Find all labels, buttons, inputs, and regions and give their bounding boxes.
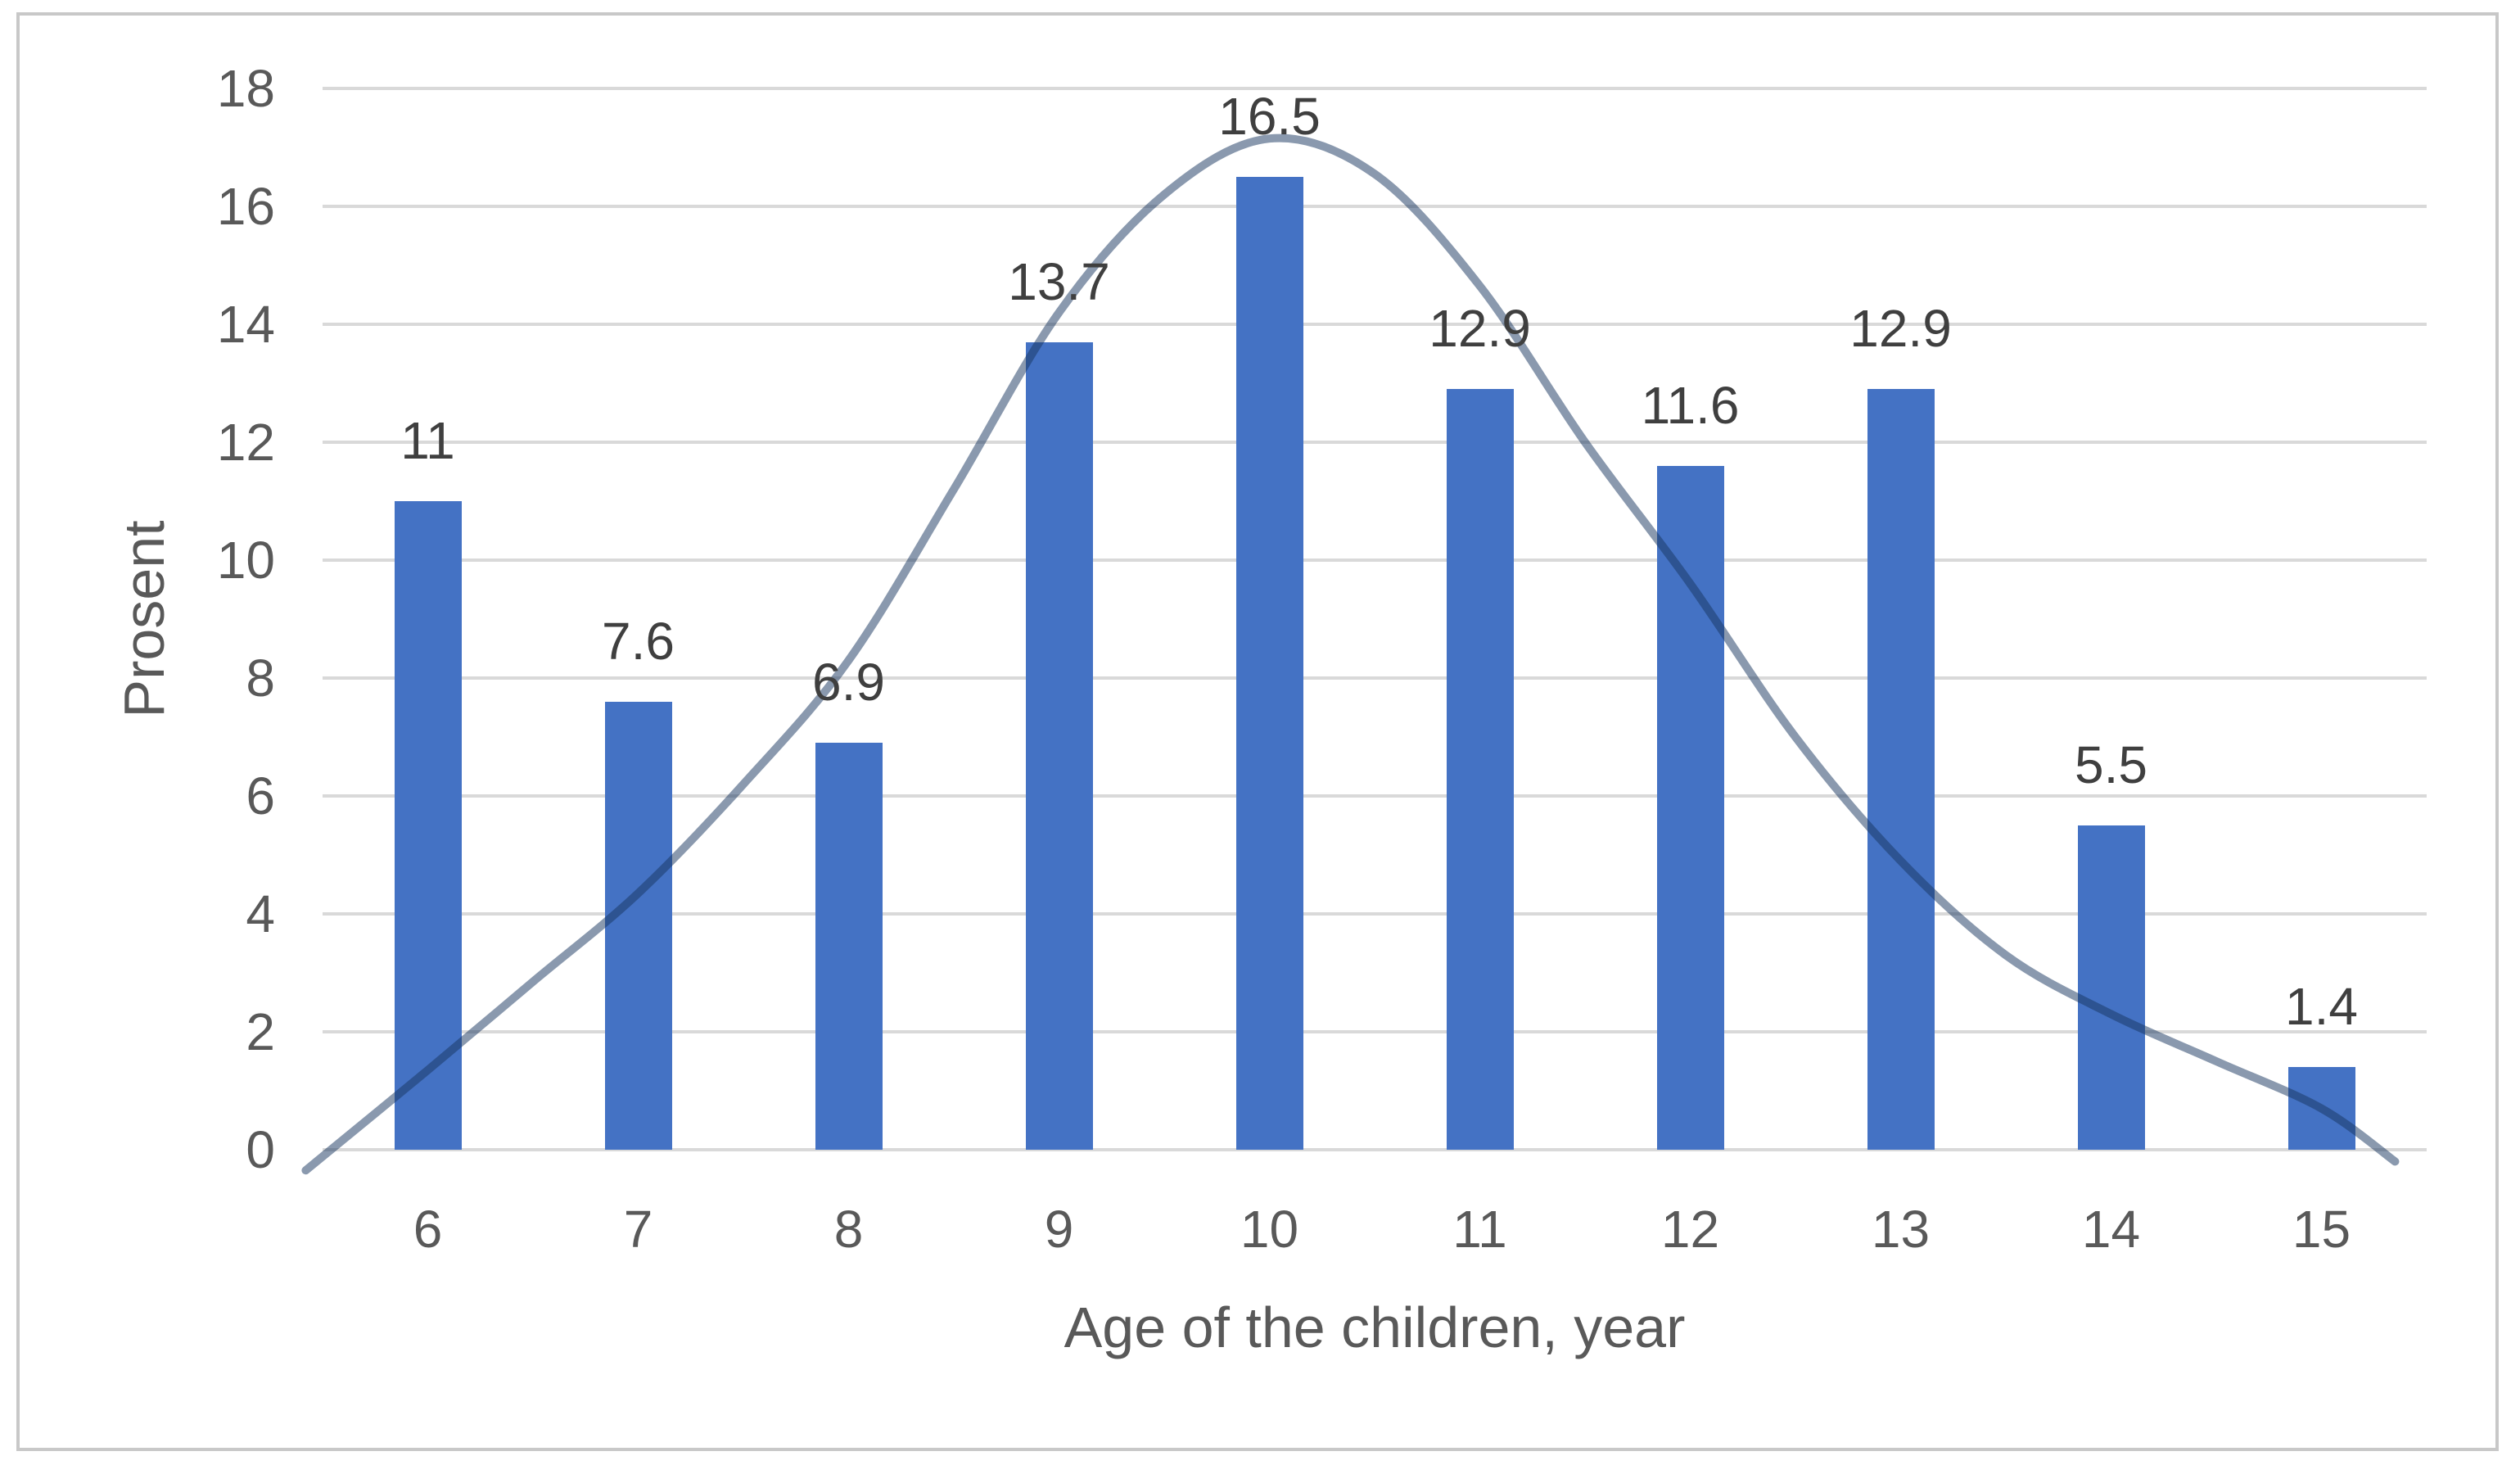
y-tick-label: 18 (216, 59, 275, 118)
x-tick-label: 8 (833, 1200, 864, 1259)
x-tick-label: 15 (2292, 1200, 2351, 1259)
bar (1446, 389, 1514, 1150)
bar-data-label: 12.9 (1429, 299, 1531, 359)
gridline (323, 676, 2427, 680)
gridline (323, 794, 2427, 798)
bar (1235, 177, 1303, 1150)
y-tick-label: 4 (246, 884, 275, 943)
bar (604, 701, 672, 1150)
bar-data-label: 16.5 (1218, 87, 1321, 146)
bar-data-label: 13.7 (1008, 251, 1110, 311)
bar (815, 743, 883, 1150)
gridline (323, 323, 2427, 326)
x-tick-label: 6 (413, 1200, 443, 1259)
x-tick-label: 9 (1044, 1200, 1074, 1259)
gridline (323, 1148, 2427, 1151)
gridline (323, 441, 2427, 444)
y-tick-label: 0 (246, 1120, 275, 1179)
x-tick-label: 10 (1240, 1200, 1299, 1259)
y-tick-label: 2 (246, 1002, 275, 1061)
x-axis-title: Age of the children, year (1064, 1295, 1686, 1359)
y-tick-label: 14 (216, 295, 275, 354)
bar-data-label: 11 (400, 411, 455, 470)
gridline (323, 1030, 2427, 1033)
x-tick-label: 11 (1452, 1200, 1507, 1259)
y-tick-label: 12 (216, 413, 275, 472)
gridline (323, 205, 2427, 208)
y-tick-label: 10 (216, 531, 275, 590)
bar (394, 501, 462, 1150)
x-tick-label: 13 (1871, 1200, 1931, 1259)
x-tick-label: 12 (1660, 1200, 1720, 1259)
bar-data-label: 7.6 (602, 611, 675, 671)
bar-data-label: 5.5 (2075, 735, 2147, 794)
y-tick-label: 8 (246, 649, 275, 708)
y-tick-label: 16 (216, 177, 275, 236)
gridline (323, 87, 2427, 90)
bar (1025, 341, 1093, 1150)
gridline (323, 912, 2427, 916)
trend-curve-path (301, 133, 2400, 1175)
bar-data-label: 6.9 (812, 653, 885, 712)
bar-data-label: 11.6 (1641, 375, 1740, 435)
x-tick-label: 7 (623, 1200, 653, 1259)
bar-data-label: 12.9 (1849, 299, 1952, 359)
y-axis-title: Prosent (112, 520, 176, 718)
bar (1867, 389, 1935, 1150)
bar-data-label: 1.4 (2285, 977, 2358, 1037)
gridline (323, 558, 2427, 562)
bar (2077, 825, 2145, 1150)
figure-border (16, 12, 2499, 1451)
x-tick-label: 14 (2081, 1200, 2141, 1259)
y-tick-label: 6 (246, 766, 275, 825)
